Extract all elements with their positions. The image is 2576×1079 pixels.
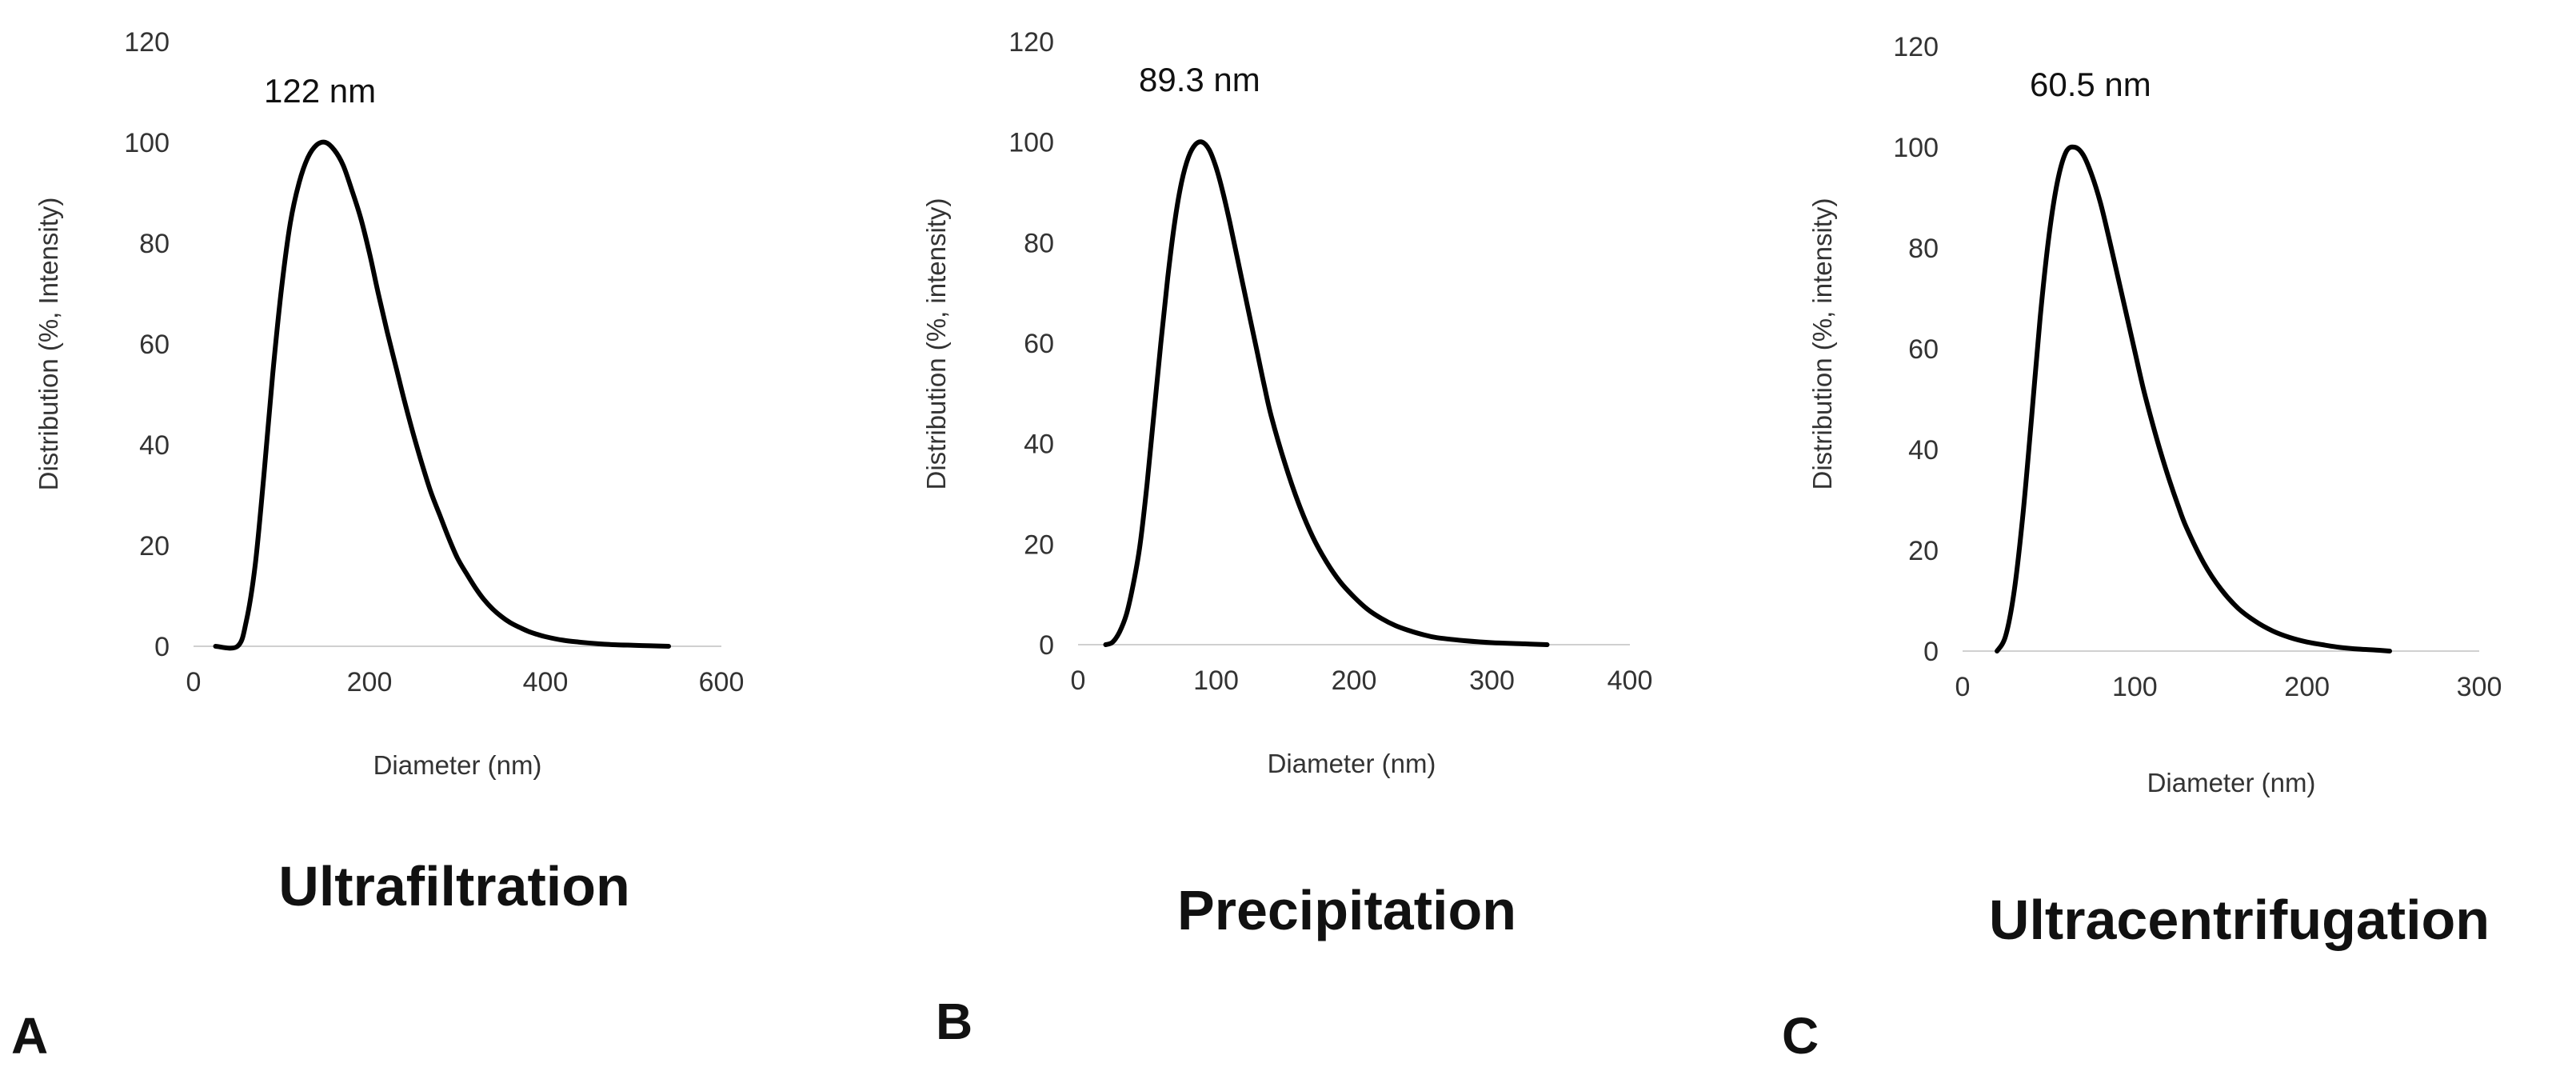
- panel-a-y-tick-label: 20: [139, 531, 170, 561]
- panel-c-y-tick-label: 20: [1908, 536, 1939, 566]
- panel-c-y-tick-label: 80: [1908, 234, 1939, 264]
- panel-a-y-tick-label: 80: [139, 229, 170, 259]
- panel-c-y-axis-title: Distribution (%, intensity): [1807, 198, 1837, 490]
- panel-c-y-tick-label: 40: [1908, 435, 1939, 466]
- panel-a-peak-annotation: 122 nm: [264, 72, 376, 110]
- panel-b-x-axis-title: Diameter (nm): [1268, 749, 1436, 778]
- panel-a-y-axis-title: Distribution (%, Intensity): [34, 198, 63, 491]
- panel-b-x-tick-label: 200: [1332, 665, 1377, 696]
- panel-c-y-tick-label: 60: [1908, 334, 1939, 365]
- panel-b-peak-annotation: 89.3 nm: [1139, 61, 1260, 98]
- panel-c-chart: 0 20 40 60 80 100 120 0 100 200 300 Diameter (nm) Di…: [1807, 32, 2502, 797]
- panel-c-x-tick-label: 0: [1955, 672, 1971, 702]
- panel-b-y-axis-title: Distribution (%, intensity): [921, 198, 951, 490]
- panel-c-x-tick-label: 300: [2457, 672, 2502, 702]
- panel-a-y-tick-label: 120: [124, 27, 170, 58]
- panel-a-x-tick-label: 600: [699, 667, 745, 697]
- panel-b-y-tick-label: 100: [1008, 128, 1054, 158]
- panel-b-label: B: [936, 993, 973, 1050]
- panel-b-x-tick-label: 0: [1071, 665, 1086, 696]
- panel-a-chart: 0 20 40 60 80 100 120 0 200 400 600 Diameter (nm) Di…: [34, 27, 744, 780]
- panel-c-method-title: Ultracentrifugation: [1988, 889, 2490, 951]
- panel-b-method-title: Precipitation: [1177, 879, 1516, 941]
- panel-c-peak-annotation: 60.5 nm: [2030, 66, 2151, 103]
- panel-b-y-tick-label: 40: [1024, 430, 1054, 460]
- panel-c-x-tick-label: 100: [2112, 672, 2158, 702]
- panel-a-y-tick-label: 60: [139, 330, 170, 360]
- panel-b-y-tick-label: 0: [1039, 630, 1054, 661]
- panel-b-x-tick-label: 300: [1469, 665, 1515, 696]
- panel-a-x-tick-label: 0: [186, 667, 202, 697]
- panel-a-y-tick-label: 40: [139, 430, 170, 461]
- panel-b-y-tick-label: 120: [1008, 27, 1054, 58]
- panel-a-x-tick-label: 400: [523, 667, 569, 697]
- panel-b-x-tick-label: 400: [1608, 665, 1653, 696]
- panel-b-x-tick-label: 100: [1193, 665, 1239, 696]
- panel-c-distribution-line: [1995, 144, 2392, 653]
- panel-a-label: A: [11, 1007, 49, 1065]
- panel-a-y-tick-label: 0: [154, 632, 170, 662]
- panel-c-label: C: [1782, 1007, 1819, 1065]
- panel-a-x-tick-label: 200: [347, 667, 393, 697]
- panel-c-x-axis-title: Diameter (nm): [2147, 768, 2316, 797]
- panel-c-y-tick-label: 120: [1893, 32, 1939, 62]
- panel-b-y-tick-label: 60: [1024, 329, 1054, 359]
- panel-b-distribution-line: [1103, 139, 1550, 647]
- panel-b-y-tick-label: 20: [1024, 530, 1054, 560]
- panel-a-method-title: Ultrafiltration: [278, 855, 630, 917]
- panel-a-x-axis-title: Diameter (nm): [373, 750, 542, 780]
- panel-b-y-tick-label: 80: [1024, 228, 1054, 258]
- panel-a-y-tick-label: 100: [124, 128, 170, 158]
- panel-c-y-tick-label: 100: [1893, 133, 1939, 163]
- panel-c-x-tick-label: 200: [2284, 672, 2330, 702]
- panel-a-distribution-line: [213, 139, 671, 651]
- panel-b-chart: 0 20 40 60 80 100 120 0 100 200 300 400 Diameter (nm…: [921, 27, 1652, 778]
- panel-c-y-tick-label: 0: [1923, 637, 1939, 667]
